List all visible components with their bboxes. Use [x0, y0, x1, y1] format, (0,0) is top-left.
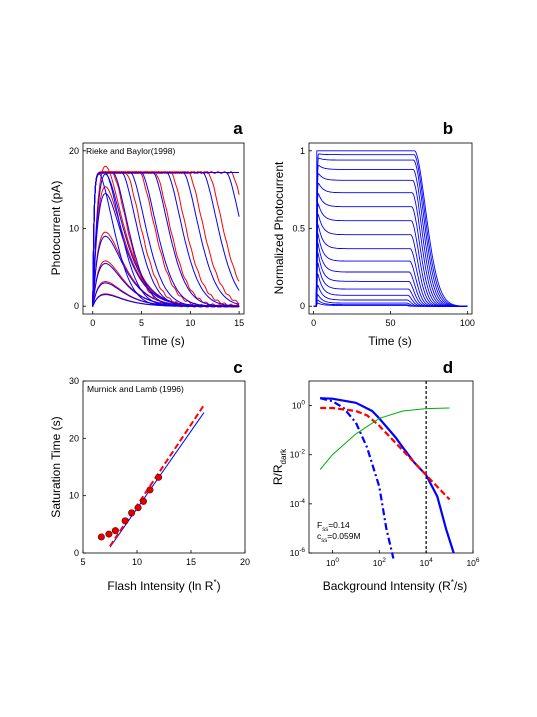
panel-d-ylabel: R/Rdark	[271, 448, 288, 485]
panel-a-xlabel: Time (s)	[141, 334, 185, 348]
panel-b-xtick-label: 50	[385, 318, 395, 328]
panel-b-response-curve	[313, 192, 468, 307]
panel-a-ytick-label: 20	[69, 146, 79, 156]
panel-c-data-point	[139, 497, 147, 505]
panel-b-xlabel: Time (s)	[368, 334, 412, 348]
panel-b-response-curve	[313, 173, 468, 307]
panel-c-data-point	[121, 517, 129, 525]
panel-c-data-point	[97, 533, 105, 541]
panel-b-ytick-label: 0.5	[292, 224, 305, 234]
panel-label-d: d	[443, 358, 453, 377]
panel-b-response-curve	[313, 164, 468, 307]
panel-c-data-point	[146, 486, 154, 494]
panel-c-annotation: Murnick and Lamb (1996)	[87, 384, 184, 394]
panel-c-ytick-label: 30	[69, 376, 79, 386]
panel-c-xtick-label: 10	[132, 557, 142, 567]
panel-c-xtick-label: 5	[80, 557, 85, 567]
panel-d-xtick-label: 100	[326, 557, 339, 568]
panel-d-ytick-label: 10-4	[290, 498, 306, 509]
panel-c-data-point	[128, 509, 136, 517]
panel-a-annotation: Rieke and Baylor(1998)	[86, 146, 175, 156]
panel-d-ytick-label: 10-6	[290, 547, 306, 558]
panel-c-data-point	[105, 530, 113, 538]
panel-c: 5 10 15 20 0 10 20 30 Murnick and Lamb (1996) F…	[49, 376, 250, 593]
panel-b-response-curve	[313, 224, 468, 307]
panel-c-data-point	[134, 504, 142, 512]
panel-label-a: a	[233, 119, 243, 138]
panel-a-model-curve	[92, 172, 240, 307]
panel-d-series-3	[319, 407, 450, 470]
panel-b-ytick-label: 1	[300, 146, 305, 156]
panel-d-xtick-label: 104	[420, 557, 433, 568]
panel-c-ytick-label: 0	[74, 548, 79, 558]
panel-c-xlabel: Flash Intensity (ln R*)	[107, 578, 220, 593]
panel-b-response-curve	[313, 202, 468, 307]
panel-d-annotation-css: css=0.059M	[317, 531, 361, 544]
panel-b-response-curve	[313, 213, 468, 307]
panel-a-xtick-label: 10	[185, 318, 195, 328]
panel-d-series-0	[320, 397, 455, 554]
panel-a-ylabel: Photocurrent (pA)	[49, 181, 63, 276]
panel-c-xtick-label: 15	[186, 557, 196, 567]
panel-c-ytick-label: 10	[69, 491, 79, 501]
panel-b-xtick-label: 0	[311, 318, 316, 328]
panel-c-data-point	[111, 527, 119, 535]
panel-label-c: c	[233, 358, 242, 377]
panel-a-xtick-label: 0	[90, 318, 95, 328]
panel-b-xtick-label: 100	[460, 318, 475, 328]
panel-a-ytick-label: 10	[69, 224, 79, 234]
panel-b-response-curve	[313, 272, 468, 307]
panel-b: 0 50 100 0 0.5 1 Time (s) Normalized Photocur…	[272, 142, 475, 348]
panel-b-ylabel: Normalized Photocurrent	[272, 161, 286, 294]
panel-b-ytick-label: 0	[300, 301, 305, 311]
panel-d-xtick-label: 106	[466, 557, 479, 568]
svg-text:css=0.059M: css=0.059M	[317, 531, 361, 544]
panel-d-xlabel: Background Intensity (R*/s)	[323, 578, 468, 593]
panel-c-data-point	[155, 473, 163, 481]
panel-label-b: b	[443, 119, 453, 138]
panel-d-ytick-label: 10-2	[290, 449, 306, 460]
panel-d-series-2	[320, 406, 451, 501]
panel-c-ytick-label: 20	[69, 433, 79, 443]
panel-a-ytick-label: 0	[74, 301, 79, 311]
panel-b-response-curve	[313, 150, 468, 307]
panel-a-xtick-label: 15	[234, 318, 244, 328]
panel-c-ylabel: Saturation Time (s)	[49, 416, 63, 517]
panel-b-response-curve	[313, 182, 468, 307]
panel-a: 0 5 10 15 0 10 20 Rieke and Baylor(1998) Time …	[49, 142, 245, 348]
panel-c-frame	[82, 380, 246, 554]
panel-a-frame	[82, 142, 245, 315]
panel-d-xtick-label: 102	[373, 557, 386, 568]
panel-c-xtick-label: 20	[240, 557, 250, 567]
panel-a-xtick-label: 5	[139, 318, 144, 328]
panel-d-ytick-label: 100	[292, 400, 305, 411]
panel-b-response-curve	[313, 153, 468, 307]
panel-b-response-curve	[313, 157, 468, 307]
